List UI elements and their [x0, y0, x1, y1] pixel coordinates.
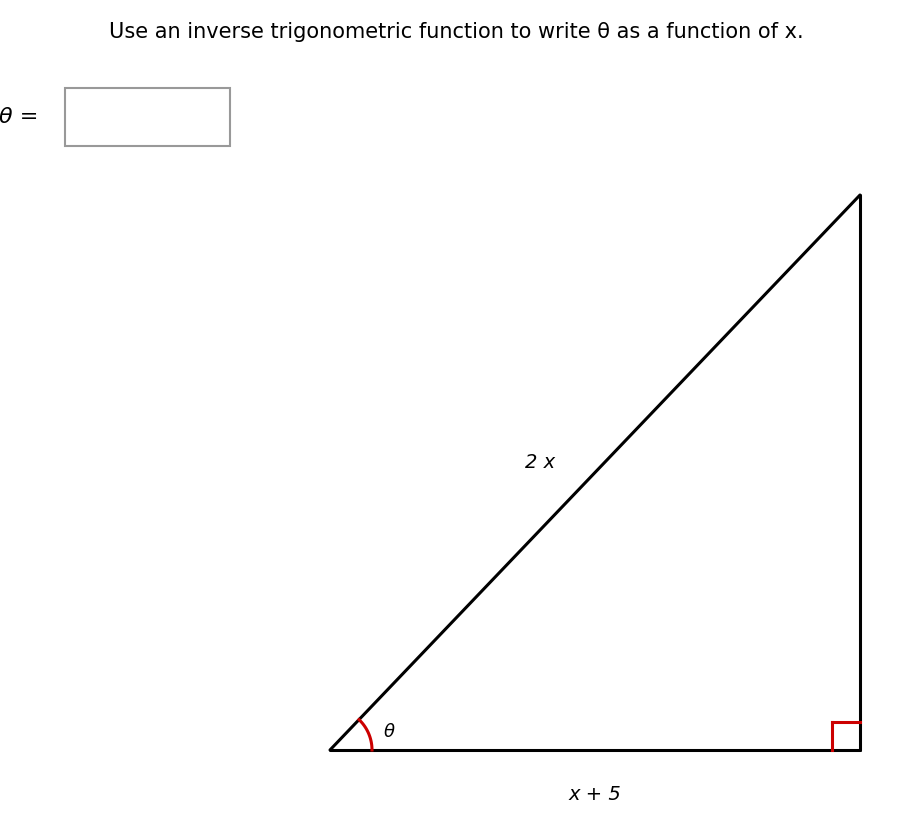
Bar [65, 88, 230, 146]
Text: θ =: θ = [0, 107, 38, 127]
Text: x + 5: x + 5 [568, 786, 620, 805]
Text: Use an inverse trigonometric function to write θ as a function of x.: Use an inverse trigonometric function to… [108, 22, 803, 42]
Text: 2 x: 2 x [525, 453, 555, 472]
Text: θ: θ [384, 723, 394, 741]
